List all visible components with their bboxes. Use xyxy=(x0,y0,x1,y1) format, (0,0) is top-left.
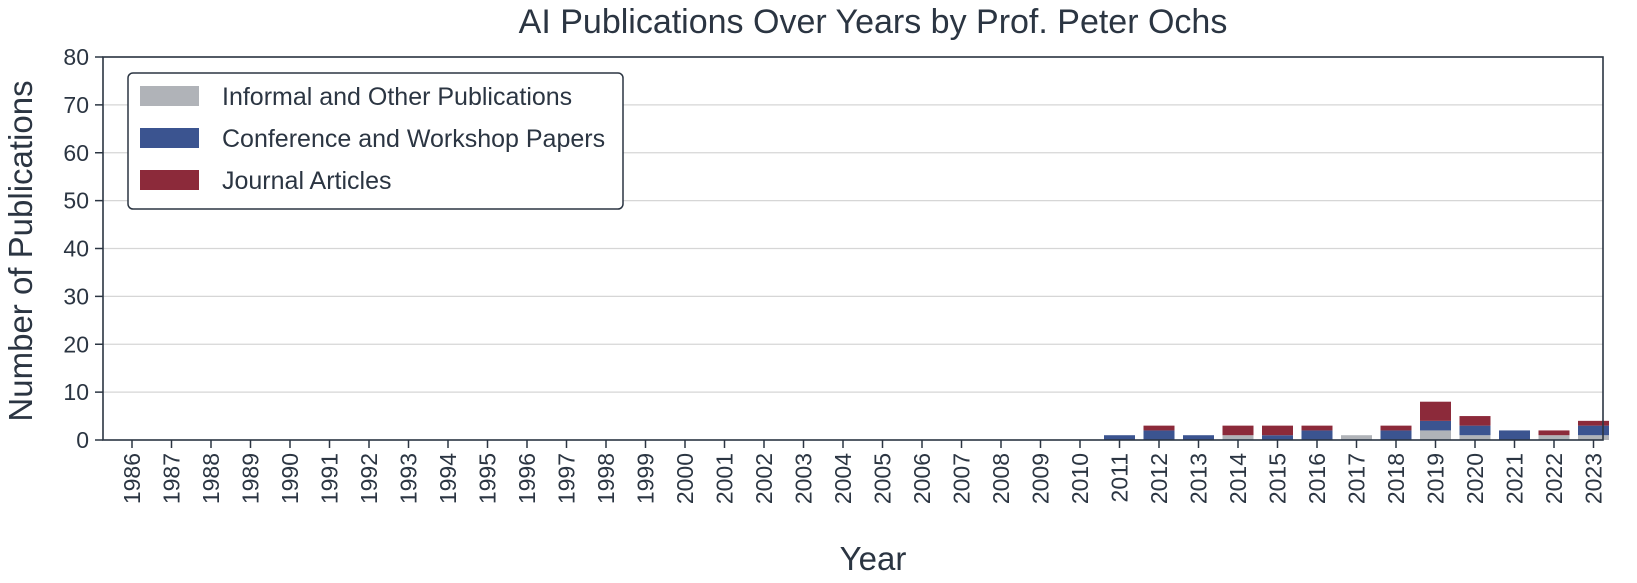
x-tick-label: 1998 xyxy=(593,453,619,504)
x-tick-label: 2021 xyxy=(1502,453,1528,504)
x-tick-label: 2005 xyxy=(870,453,896,504)
x-tick-label: 2015 xyxy=(1265,453,1291,504)
x-tick-label: 2014 xyxy=(1225,453,1251,504)
x-tick-label: 2017 xyxy=(1344,453,1370,504)
bar-segment xyxy=(1499,430,1530,440)
bar-segment xyxy=(1538,435,1570,440)
x-tick-label: 2016 xyxy=(1304,453,1330,504)
x-tick-label: 2003 xyxy=(791,453,817,504)
x-tick-label: 2002 xyxy=(751,453,777,504)
x-tick-label: 2022 xyxy=(1541,453,1567,504)
bar-segment xyxy=(1380,425,1412,431)
x-tick-label: 2013 xyxy=(1186,453,1212,504)
bar-segment xyxy=(1578,425,1609,436)
x-tick-label: 2000 xyxy=(672,453,698,504)
x-tick-label: 2019 xyxy=(1423,453,1449,504)
bar-segment xyxy=(1420,430,1451,440)
bar-segment xyxy=(1578,420,1609,426)
bar-segment xyxy=(1143,425,1175,431)
y-tick-label: 30 xyxy=(63,283,89,309)
x-tick-label: 2011 xyxy=(1107,453,1133,502)
bar-segment xyxy=(1420,420,1451,431)
bar-segment xyxy=(1420,401,1451,421)
x-tick-label: 1988 xyxy=(198,453,224,504)
x-tick-label: 1999 xyxy=(633,453,659,504)
x-tick-label: 2023 xyxy=(1581,453,1607,504)
x-tick-label: 1986 xyxy=(119,453,145,504)
bar-segment xyxy=(1301,430,1333,440)
legend-swatch xyxy=(140,86,199,106)
chart-title: AI Publications Over Years by Prof. Pete… xyxy=(519,3,1228,41)
x-tick-label: 1991 xyxy=(317,453,343,504)
y-tick-label: 20 xyxy=(63,331,89,357)
legend: Informal and Other Publications Conferenc… xyxy=(127,72,624,210)
x-axis-ticks: 1986 1987 1988 1989 1990 1991 1992 1993 1994 1995… xyxy=(119,440,1607,504)
x-tick-label: 2006 xyxy=(909,453,935,504)
x-tick-label: 2010 xyxy=(1067,453,1093,504)
bar-segment xyxy=(1143,430,1175,440)
bar-segment xyxy=(1262,425,1293,436)
y-tick-label: 70 xyxy=(63,92,89,118)
y-axis-ticks: 0 10 20 30 40 50 60 70 80 xyxy=(63,44,103,453)
y-tick-label: 60 xyxy=(63,140,89,166)
y-tick-label: 50 xyxy=(63,188,89,214)
bars xyxy=(1104,401,1609,440)
x-tick-label: 1993 xyxy=(396,453,422,504)
x-tick-label: 2004 xyxy=(830,453,856,504)
x-tick-label: 2008 xyxy=(988,453,1014,504)
x-tick-label: 1990 xyxy=(277,453,303,504)
bar-segment xyxy=(1459,435,1491,440)
bar-segment xyxy=(1459,425,1491,436)
legend-swatch xyxy=(140,170,199,190)
x-axis-label: Year xyxy=(840,540,907,577)
bar-segment xyxy=(1538,430,1570,436)
x-tick-label: 2009 xyxy=(1028,453,1054,504)
x-tick-label: 1989 xyxy=(238,453,264,504)
bar-segment xyxy=(1459,416,1491,426)
x-tick-label: 1997 xyxy=(554,453,580,504)
bar-segment xyxy=(1222,435,1254,440)
bar-segment xyxy=(1578,435,1609,440)
bar-segment xyxy=(1183,435,1214,440)
x-tick-label: 1987 xyxy=(159,453,185,504)
x-tick-label: 1996 xyxy=(514,453,540,504)
legend-swatch xyxy=(140,128,199,148)
y-tick-label: 80 xyxy=(63,44,89,70)
x-tick-label: 2020 xyxy=(1462,453,1488,504)
x-tick-label: 2018 xyxy=(1383,453,1409,504)
y-tick-label: 0 xyxy=(76,427,89,453)
bar-segment xyxy=(1104,435,1135,440)
legend-box xyxy=(127,72,624,210)
x-tick-label: 2001 xyxy=(712,453,738,504)
bar-segment xyxy=(1341,435,1372,440)
legend-label: Informal and Other Publications xyxy=(222,83,572,111)
bar-segment xyxy=(1301,425,1333,431)
y-tick-label: 40 xyxy=(63,236,89,262)
x-tick-label: 1992 xyxy=(356,453,382,504)
bar-segment xyxy=(1262,435,1293,440)
legend-label: Journal Articles xyxy=(222,167,392,195)
x-tick-label: 2007 xyxy=(949,453,975,504)
y-axis-label: Number of Publications xyxy=(2,80,39,421)
y-tick-label: 10 xyxy=(63,379,89,405)
bar-segment xyxy=(1380,430,1412,440)
x-tick-label: 1994 xyxy=(435,453,461,504)
legend-label: Conference and Workshop Papers xyxy=(222,125,605,153)
x-tick-label: 2012 xyxy=(1146,453,1172,504)
x-tick-label: 1995 xyxy=(475,453,501,504)
bar-segment xyxy=(1222,425,1254,436)
